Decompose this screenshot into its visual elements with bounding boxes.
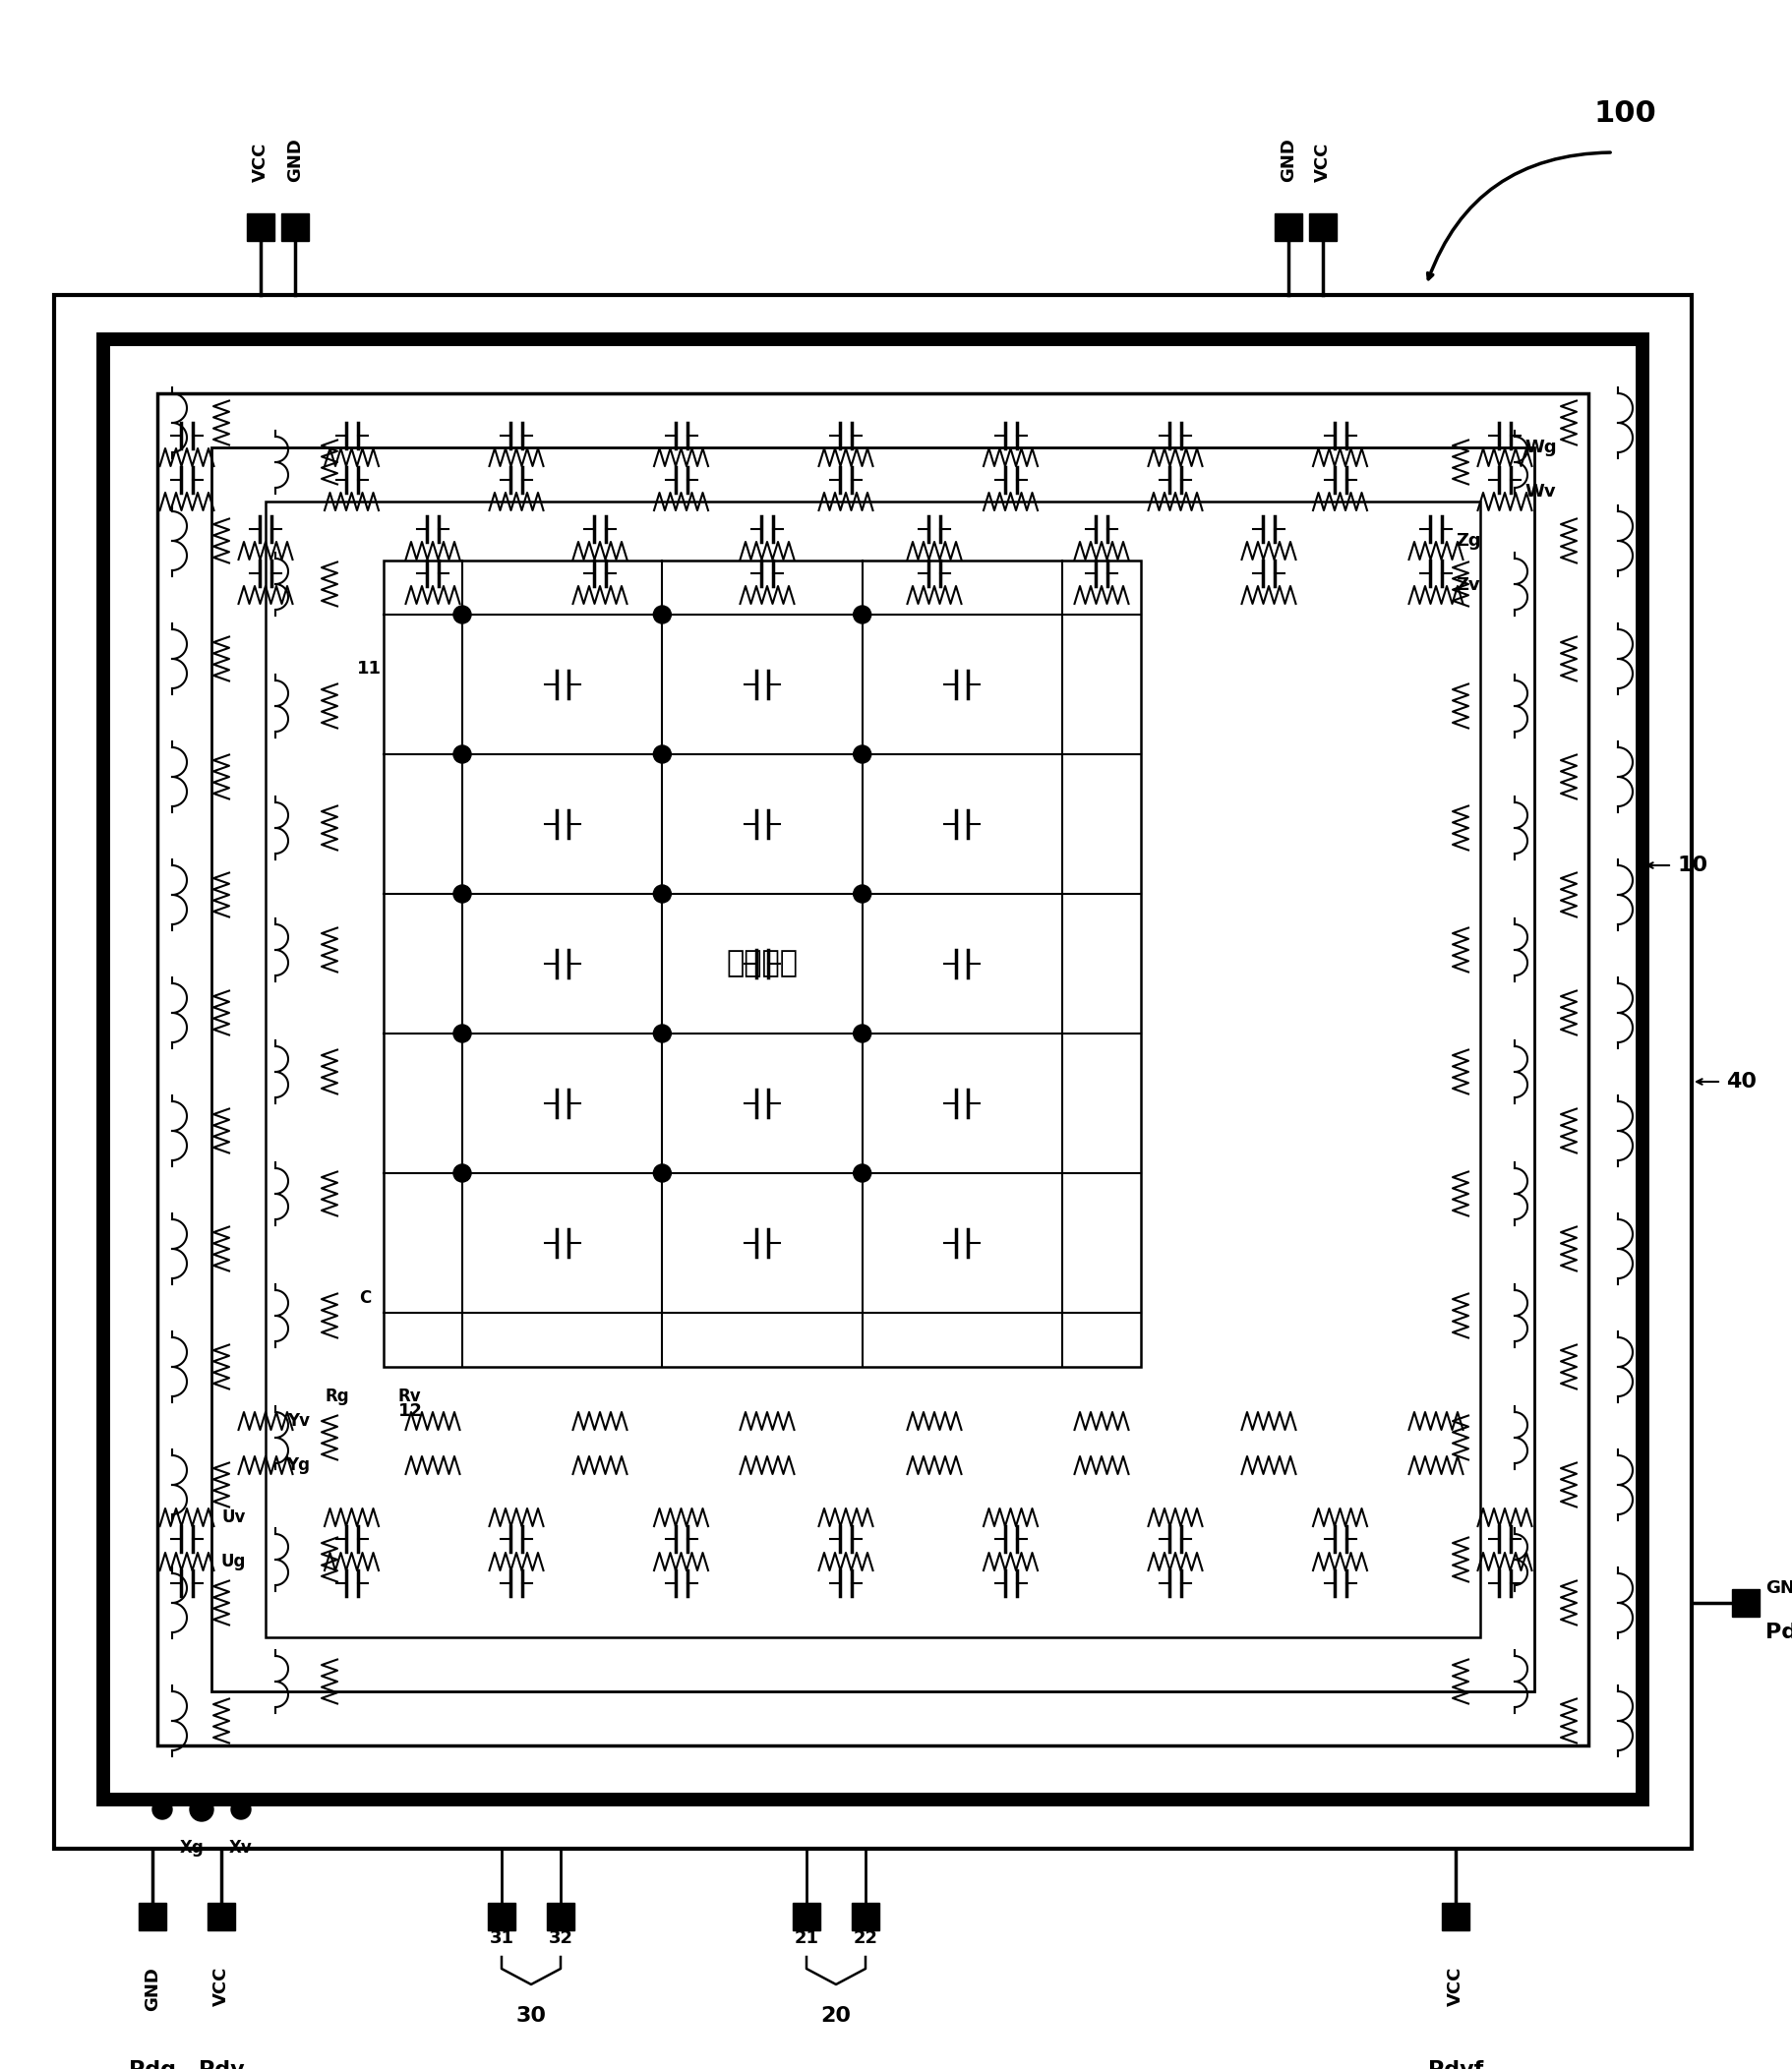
Circle shape (853, 1024, 871, 1043)
Circle shape (453, 606, 471, 623)
Text: Pdg: Pdg (129, 2061, 176, 2069)
Text: Pdv: Pdv (199, 2061, 244, 2069)
Bar (54, 296, 1692, 1850)
Text: 32: 32 (548, 1930, 573, 1947)
Text: C: C (358, 1289, 371, 1308)
Bar (383, 561, 1142, 1368)
Bar (1274, 213, 1303, 240)
Circle shape (853, 606, 871, 623)
Circle shape (853, 886, 871, 902)
Bar (158, 393, 1588, 1746)
Text: VCC: VCC (213, 1968, 229, 2007)
Text: 20: 20 (821, 2007, 851, 2026)
Text: 22: 22 (853, 1930, 878, 1947)
Text: GND: GND (1279, 139, 1297, 182)
Text: 11: 11 (357, 660, 382, 677)
Bar (138, 1903, 167, 1930)
Text: 30: 30 (516, 2007, 547, 2026)
Circle shape (152, 1800, 172, 1819)
Bar (265, 501, 1480, 1637)
Text: 31: 31 (489, 1930, 514, 1947)
Text: Ug: Ug (220, 1552, 246, 1570)
Text: Zg: Zg (1455, 532, 1480, 550)
Text: Rg: Rg (324, 1388, 349, 1405)
Text: VCC: VCC (1314, 143, 1331, 182)
Circle shape (453, 745, 471, 763)
Circle shape (654, 606, 670, 623)
Circle shape (231, 1800, 251, 1819)
Text: Wg: Wg (1525, 439, 1557, 457)
Text: Rv: Rv (398, 1388, 421, 1405)
Bar (247, 213, 274, 240)
Text: Pdvf: Pdvf (1428, 2061, 1484, 2069)
Text: Yv: Yv (287, 1413, 310, 1430)
Circle shape (654, 745, 670, 763)
Text: 10: 10 (1677, 854, 1708, 875)
Circle shape (453, 1165, 471, 1181)
Bar (1310, 213, 1337, 240)
Text: GND: GND (1765, 1579, 1792, 1597)
Text: Xg: Xg (179, 1839, 204, 1856)
Bar (487, 1903, 516, 1930)
Text: GND: GND (143, 1968, 161, 2011)
Text: 21: 21 (794, 1930, 819, 1947)
Text: Uv: Uv (222, 1508, 246, 1527)
Text: Wv: Wv (1525, 482, 1555, 501)
Bar (1733, 1589, 1760, 1616)
Bar (104, 339, 1643, 1800)
Text: Zv: Zv (1455, 577, 1480, 594)
Circle shape (654, 886, 670, 902)
Text: VCC: VCC (253, 143, 269, 182)
Circle shape (654, 1165, 670, 1181)
Text: GND: GND (287, 139, 305, 182)
Circle shape (453, 1024, 471, 1043)
Text: 内部电路: 内部电路 (726, 950, 797, 979)
Text: 100: 100 (1593, 99, 1656, 128)
Text: Pdgf: Pdgf (1765, 1622, 1792, 1643)
Bar (281, 213, 308, 240)
Circle shape (453, 886, 471, 902)
Circle shape (190, 1798, 213, 1821)
Text: Xv: Xv (229, 1839, 253, 1856)
Bar (208, 1903, 235, 1930)
Text: Yg: Yg (287, 1457, 310, 1473)
Bar (211, 447, 1534, 1690)
Bar (1443, 1903, 1469, 1930)
Bar (792, 1903, 821, 1930)
Text: 12: 12 (398, 1403, 423, 1419)
Text: VCC: VCC (1446, 1968, 1464, 2007)
Text: 40: 40 (1726, 1072, 1756, 1092)
Circle shape (853, 745, 871, 763)
Bar (547, 1903, 575, 1930)
Circle shape (654, 1024, 670, 1043)
Bar (851, 1903, 880, 1930)
Circle shape (853, 1165, 871, 1181)
